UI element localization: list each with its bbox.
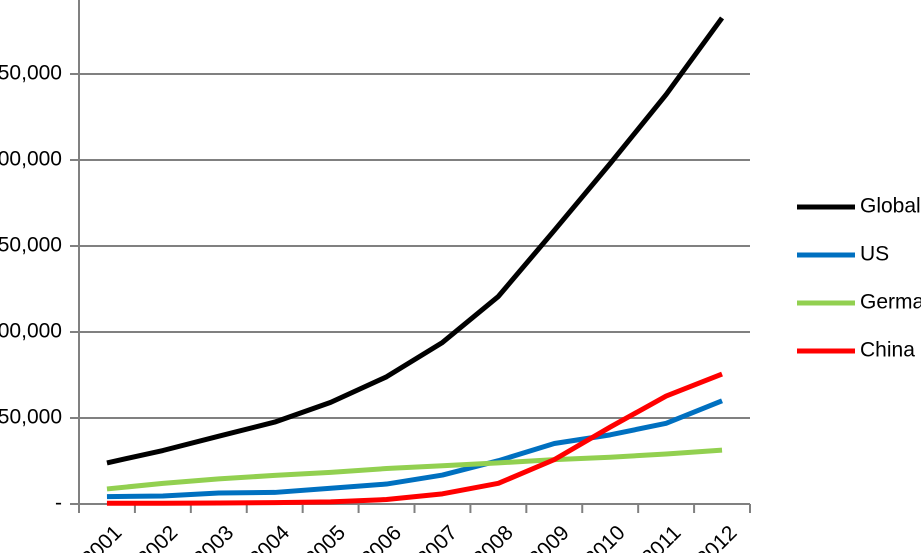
y-tick-label: 150,000	[0, 234, 62, 257]
series-line	[106, 447, 723, 492]
x-tick-label: 2004	[245, 521, 295, 553]
y-tick-label: 50,000	[0, 406, 62, 429]
x-tick-label: 2009	[524, 521, 573, 553]
series-line	[106, 16, 725, 466]
x-tick-label: 2006	[357, 521, 406, 553]
legend-label: US	[860, 243, 889, 266]
x-tick-label: 2005	[301, 521, 350, 553]
x-tick-label: 2002	[133, 521, 182, 553]
y-tick-label: -	[55, 492, 62, 515]
legend-label: Germany	[860, 291, 921, 314]
series-line	[106, 398, 723, 500]
x-tick-label: 2001	[77, 521, 126, 553]
legend-label: China	[860, 339, 915, 362]
series-line	[106, 371, 723, 506]
x-tick-label: 2007	[413, 521, 462, 553]
y-tick-label: 100,000	[0, 320, 62, 343]
x-tick-label: 2003	[189, 521, 238, 553]
x-tick-label: 2010	[580, 521, 629, 553]
y-tick-label: 200,000	[0, 148, 62, 171]
y-tick-label: 250,000	[0, 62, 62, 85]
x-tick-label: 2012	[692, 521, 741, 553]
legend-label: Global	[860, 195, 921, 218]
x-tick-label: 2008	[469, 521, 518, 553]
x-tick-label: 2011	[637, 521, 685, 553]
